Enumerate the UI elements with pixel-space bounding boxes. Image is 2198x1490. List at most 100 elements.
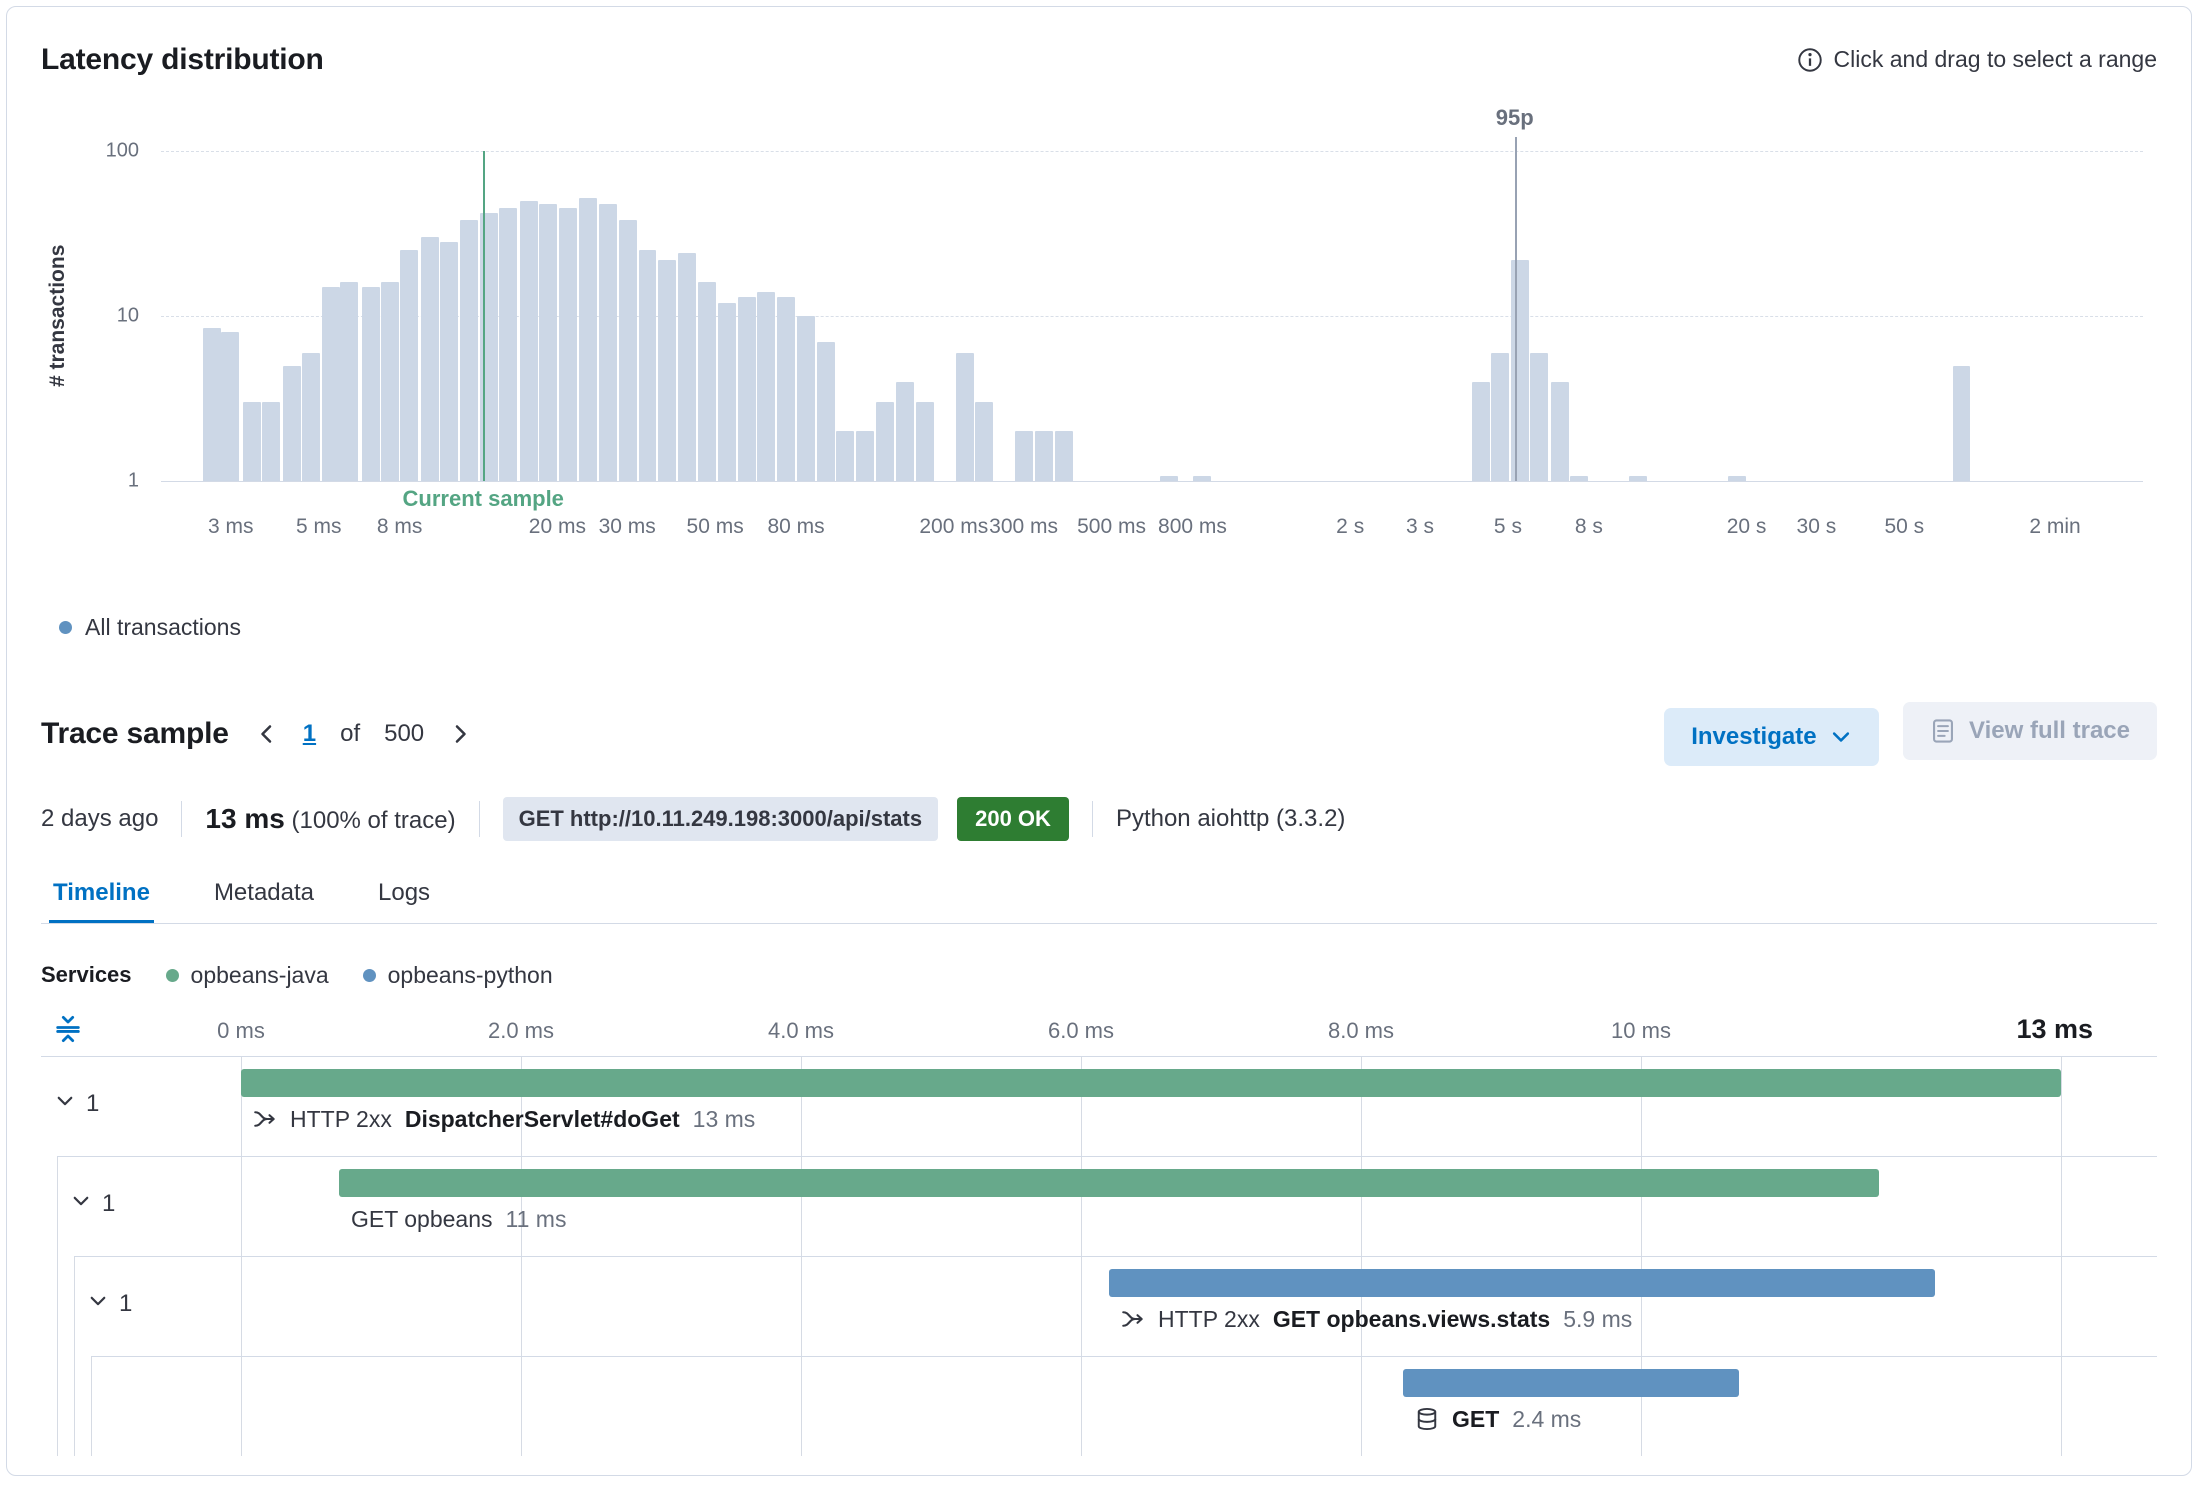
y-tick-label: 10 (116, 304, 139, 327)
waterfall-bar[interactable] (241, 1069, 2061, 1097)
service-opbeans-python: opbeans-python (362, 962, 553, 989)
histogram-bar (975, 402, 994, 481)
trace-duration: 13 ms (205, 803, 285, 834)
document-icon (1933, 719, 1954, 743)
histogram-bar (717, 302, 736, 481)
span-name: GET opbeans.views.stats (1272, 1305, 1551, 1332)
row-separator (41, 1056, 2157, 1057)
trace-actions: Investigate View full trace (1664, 702, 2157, 766)
current-page-number[interactable]: 1 (302, 720, 317, 747)
ruler-tick-label: 6.0 ms (1047, 1018, 1115, 1043)
ruler-total-duration: 13 ms (2016, 1014, 2093, 1044)
range-hint: Click and drag to select a range (1797, 46, 2157, 73)
request-url-badge: GET http://10.11.249.198:3000/api/stats (502, 797, 939, 841)
x-tick-label: 20 ms (528, 515, 586, 538)
waterfall-item-label: GET opbeans 11 ms (351, 1204, 566, 1234)
nesting-guide (74, 1256, 75, 1456)
histogram-bar (1193, 476, 1212, 481)
tab-logs[interactable]: Logs (378, 879, 431, 906)
histogram-bar (1015, 431, 1033, 481)
x-tick-label: 300 ms (989, 515, 1059, 538)
waterfall-bar[interactable] (339, 1169, 1879, 1197)
histogram-bar (221, 332, 239, 481)
x-tick-label: 50 s (1884, 515, 1925, 538)
services-legend: Services opbeans-java opbeans-python (41, 960, 2157, 990)
histogram-bar (579, 197, 597, 481)
x-tick-label: 5 ms (295, 515, 342, 538)
span-duration: 13 ms (692, 1105, 756, 1132)
x-tick-label: 500 ms (1077, 515, 1146, 538)
x-tick-label: 5 s (1493, 515, 1522, 538)
histogram-bar (1159, 476, 1178, 481)
x-tick-label: 8 s (1574, 515, 1603, 538)
next-sample-button[interactable] (448, 722, 472, 746)
row-separator (91, 1356, 2157, 1357)
fold-timeline-icon[interactable] (53, 1014, 83, 1049)
histogram-bar (302, 352, 320, 481)
service-java-label: opbeans-java (190, 961, 329, 988)
transaction-icon (253, 1107, 277, 1131)
histogram-bar (440, 242, 458, 481)
view-full-trace-button[interactable]: View full trace (1903, 702, 2157, 760)
y-gridline (161, 481, 2143, 482)
chevron-down-icon (55, 1090, 75, 1118)
histogram-bar (598, 203, 617, 481)
trace-duration-pct: (100% of trace) (291, 807, 456, 834)
waterfall-item-label: HTTP 2xx DispatcherServlet#doGet 13 ms (253, 1104, 755, 1134)
services-label: Services (41, 962, 132, 987)
x-tick-label: 30 ms (598, 515, 656, 538)
x-tick-label: 8 ms (376, 515, 423, 538)
latency-chart: # transactions Current sample 95p 1 10 100 … (41, 105, 2157, 611)
tab-timeline[interactable]: Timeline (49, 867, 154, 923)
chevron-down-icon (88, 1290, 108, 1318)
histogram-bar (459, 220, 478, 481)
x-tick-label: 3 ms (208, 515, 254, 538)
ruler-tick-label: 10 ms (1611, 1018, 1671, 1043)
waterfall-item-label: GET 2.4 ms (1415, 1404, 1581, 1434)
x-tick-label: 3 s (1405, 515, 1435, 538)
histogram-bar (340, 282, 359, 481)
row-separator (57, 1156, 2157, 1157)
span-name: GET opbeans (351, 1205, 493, 1232)
p95-annotation-line (1514, 137, 1517, 481)
chevron-right-icon (455, 725, 466, 743)
histogram-bar (361, 286, 380, 481)
waterfall-bar[interactable] (1109, 1269, 1935, 1297)
prev-sample-button[interactable] (255, 722, 279, 746)
span-type-badge: HTTP 2xx (1158, 1305, 1260, 1332)
divider (1091, 801, 1093, 837)
histogram-bar (737, 297, 756, 481)
histogram-bar (1629, 476, 1648, 481)
expand-toggle[interactable]: 1 (88, 1290, 132, 1318)
histogram-bar (895, 381, 914, 481)
chevron-down-icon (1832, 732, 1849, 742)
waterfall-bar[interactable] (1403, 1369, 1739, 1397)
histogram-bar (538, 203, 557, 481)
x-tick-label: 20 s (1726, 515, 1767, 538)
p95-annotation-label: 95p (1495, 105, 1534, 130)
histogram-bar (1472, 381, 1491, 481)
tab-metadata[interactable]: Metadata (213, 879, 315, 906)
chevron-down-icon (71, 1190, 91, 1218)
histogram-bar (638, 250, 657, 481)
chart-legend-all-transactions[interactable]: All transactions (41, 613, 2157, 641)
legend-label: All transactions (85, 613, 241, 640)
histogram-bar (698, 282, 716, 481)
expand-toggle[interactable]: 1 (71, 1190, 115, 1218)
investigate-button[interactable]: Investigate (1664, 708, 1879, 766)
trace-age: 2 days ago (41, 805, 159, 832)
histogram-bar (678, 253, 697, 481)
expand-toggle[interactable]: 1 (55, 1090, 99, 1118)
histogram-bar (916, 402, 935, 481)
apm-transaction-panel: Latency distribution Click and drag to s… (6, 6, 2192, 1476)
trace-sample-title: Trace sample (41, 717, 229, 750)
histogram-bar (499, 208, 518, 481)
span-name: GET (1452, 1405, 1500, 1432)
chevron-left-icon (260, 725, 272, 743)
histogram-bar (1728, 476, 1746, 481)
trace-sample-header: Trace sample 1 of 500 Investigate (41, 702, 2157, 766)
row-separator (74, 1256, 2157, 1257)
latency-histogram-plot[interactable]: Current sample 95p (161, 105, 2143, 511)
current-sample-line (483, 151, 486, 481)
histogram-bar (421, 237, 440, 481)
